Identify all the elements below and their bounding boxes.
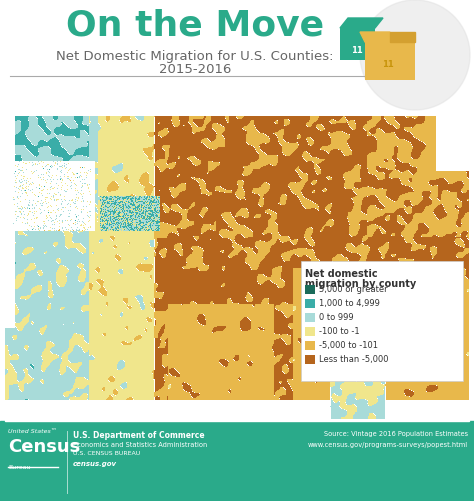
Text: Economics and Statistics Administration: Economics and Statistics Administration	[73, 442, 207, 448]
Bar	[0, 421, 474, 501]
Bar	[5, 115, 469, 421]
Polygon shape	[360, 32, 390, 42]
Bar	[305, 327, 315, 336]
Text: 11: 11	[382, 60, 394, 69]
Text: Census: Census	[8, 438, 80, 456]
Text: www.census.gov/programs-surveys/popest.html: www.census.gov/programs-surveys/popest.h…	[308, 442, 468, 448]
Text: migration by county: migration by county	[305, 279, 416, 289]
Text: Net Domestic Migration for U.S. Counties:: Net Domestic Migration for U.S. Counties…	[56, 50, 334, 63]
Text: 0 to 999: 0 to 999	[319, 313, 354, 322]
Text: 5,000 or greater: 5,000 or greater	[319, 285, 388, 294]
Text: Bureau: Bureau	[8, 465, 30, 470]
Bar	[301, 261, 463, 381]
Text: -100 to -1: -100 to -1	[319, 327, 360, 336]
Bar	[365, 42, 415, 80]
Bar	[305, 285, 315, 294]
Polygon shape	[390, 32, 415, 42]
Text: 2015-2016: 2015-2016	[159, 63, 231, 76]
Text: -5,000 to -101: -5,000 to -101	[319, 341, 378, 350]
Bar	[305, 341, 315, 350]
Text: United States™: United States™	[8, 429, 57, 434]
Text: On the Move: On the Move	[66, 8, 324, 42]
Text: Less than -5,000: Less than -5,000	[319, 355, 389, 364]
Bar	[305, 299, 315, 308]
Text: Net domestic: Net domestic	[305, 269, 378, 279]
Bar	[305, 355, 315, 364]
Text: U.S. Department of Commerce: U.S. Department of Commerce	[73, 431, 205, 440]
Text: 1,000 to 4,999: 1,000 to 4,999	[319, 299, 380, 308]
Polygon shape	[340, 18, 383, 28]
Text: 11: 11	[351, 46, 363, 55]
Text: census.gov: census.gov	[73, 461, 117, 467]
Bar	[305, 313, 315, 322]
Bar	[340, 28, 375, 60]
Text: U.S. CENSUS BUREAU: U.S. CENSUS BUREAU	[73, 451, 140, 456]
Text: Source: Vintage 2016 Population Estimates: Source: Vintage 2016 Population Estimate…	[324, 431, 468, 437]
Circle shape	[360, 0, 470, 110]
